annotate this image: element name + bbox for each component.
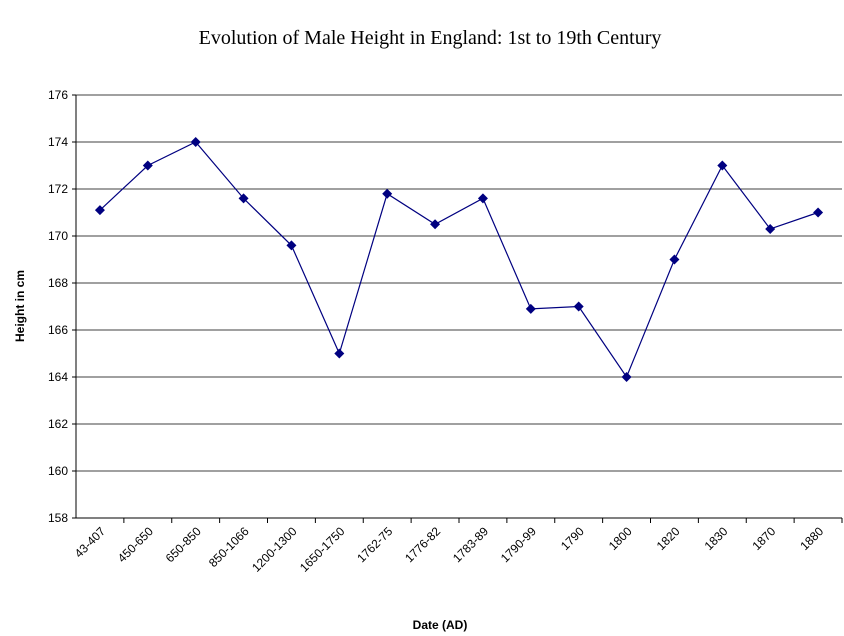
x-tick-label: 1200-1300 <box>249 524 300 575</box>
x-axis-title: Date (AD) <box>413 618 468 632</box>
x-tick-label: 850-1066 <box>206 524 252 570</box>
x-tick-label: 450-650 <box>115 524 156 565</box>
y-tick-label: 166 <box>48 323 68 337</box>
y-tick-label: 172 <box>48 182 68 196</box>
x-tick-label: 650-850 <box>163 524 204 565</box>
y-tick-label: 162 <box>48 417 68 431</box>
y-tick-label: 160 <box>48 464 68 478</box>
y-tick-label: 164 <box>48 370 68 384</box>
x-tick-label: 1790 <box>558 524 587 553</box>
point <box>669 254 680 265</box>
point <box>525 303 536 314</box>
point <box>190 137 201 147</box>
point <box>382 188 393 199</box>
x-tick-label: 1783-89 <box>450 524 491 565</box>
x-tick-label: 1790-99 <box>498 524 539 565</box>
x-tick-label: 43-407 <box>72 524 109 561</box>
x-tick-label: 1830 <box>702 524 731 553</box>
point <box>238 193 249 204</box>
chart-title: Evolution of Male Height in England: 1st… <box>199 27 662 49</box>
point <box>813 207 824 218</box>
x-tick-label: 1880 <box>797 524 826 553</box>
x-tick-label: 1820 <box>654 524 683 553</box>
point <box>621 372 632 382</box>
point <box>334 348 345 359</box>
x-tick-label: 1870 <box>750 524 779 553</box>
y-tick-label: 174 <box>48 135 68 149</box>
point <box>142 160 153 171</box>
y-tick-label: 170 <box>48 229 68 243</box>
point <box>477 193 488 204</box>
x-tick-label: 1762-75 <box>354 524 395 565</box>
y-tick-label: 168 <box>48 276 68 290</box>
point <box>765 223 776 234</box>
series-line <box>99 141 819 379</box>
x-tick-label: 1650-1750 <box>297 524 348 575</box>
y-tick-label: 176 <box>48 88 68 102</box>
y-tick-label: 158 <box>48 511 68 525</box>
point <box>94 205 105 216</box>
x-tick-label: 1776-82 <box>402 524 443 565</box>
y-axis-title: Height in cm <box>13 270 27 342</box>
point <box>573 301 584 312</box>
point <box>286 240 297 251</box>
point <box>430 219 441 230</box>
x-tick-label: 1800 <box>606 524 635 553</box>
point <box>717 160 728 171</box>
